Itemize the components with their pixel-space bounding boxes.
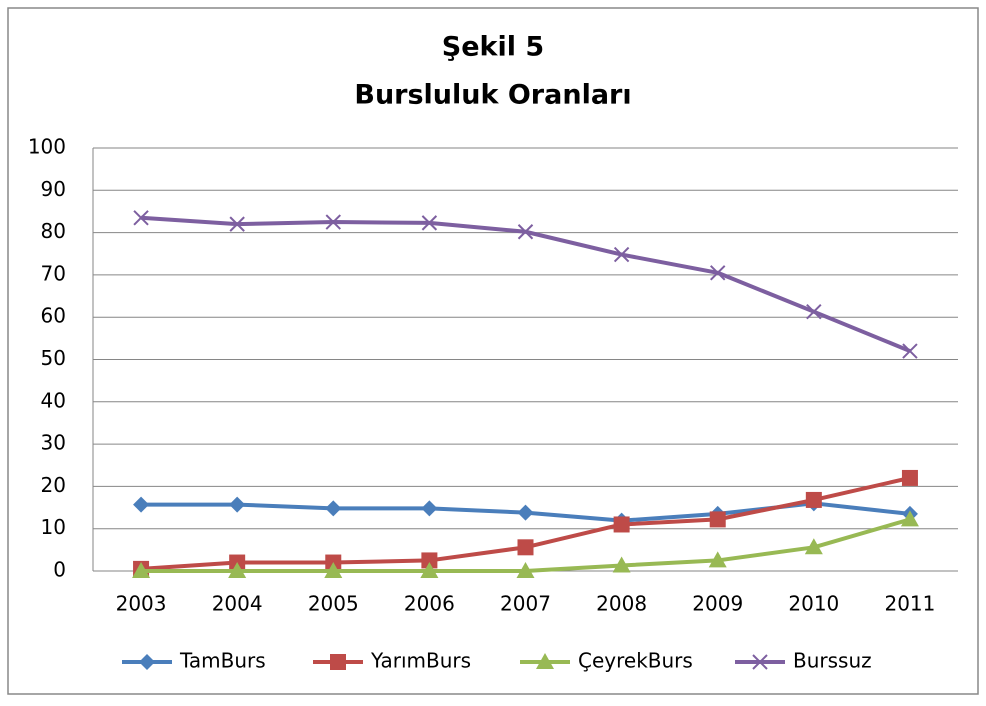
legend-marker	[536, 653, 554, 669]
data-point	[613, 516, 630, 533]
data-point	[421, 500, 438, 517]
legend-marker	[139, 654, 155, 670]
x-tick-label: 2011	[884, 592, 935, 616]
data-point	[517, 504, 534, 521]
y-tick-label: 50	[41, 346, 66, 370]
y-tick-label: 90	[41, 177, 66, 201]
chart-frame	[7, 7, 979, 695]
data-point	[805, 491, 822, 508]
chart-subtitle: Bursluluk Oranları	[354, 80, 631, 111]
legend-label: TamBurs	[179, 649, 266, 673]
x-tick-label: 2003	[116, 592, 167, 616]
data-point	[421, 552, 438, 569]
data-point	[132, 562, 151, 578]
data-point	[517, 224, 534, 240]
data-point	[804, 538, 823, 555]
x-tick-label: 2008	[596, 592, 647, 616]
data-point	[325, 500, 342, 517]
legend-label: Burssuz	[793, 649, 872, 673]
data-point	[421, 215, 438, 231]
y-tick-label: 30	[41, 431, 66, 455]
data-point	[710, 265, 726, 281]
data-point	[708, 551, 727, 568]
y-tick-label: 40	[41, 388, 66, 412]
y-tick-label: 70	[41, 261, 66, 285]
y-tick-label: 80	[41, 219, 66, 243]
x-tick-label: 2004	[212, 592, 263, 616]
y-tick-label: 20	[41, 473, 66, 497]
data-point	[133, 496, 150, 513]
data-point	[229, 216, 245, 232]
data-point	[613, 246, 630, 263]
data-point	[516, 562, 535, 578]
y-tick-label: 60	[41, 304, 66, 328]
data-point	[229, 496, 246, 513]
legend-label: YarımBurs	[370, 649, 471, 673]
data-point	[612, 556, 631, 573]
data-point	[325, 214, 341, 230]
y-tick-label: 0	[53, 558, 66, 582]
chart-title: Şekil 5	[442, 32, 544, 63]
data-point	[709, 511, 726, 528]
x-tick-label: 2006	[404, 592, 455, 616]
x-tick-label: 2007	[500, 592, 551, 616]
data-point	[133, 210, 149, 226]
y-tick-label: 100	[28, 135, 66, 159]
x-tick-label: 2005	[308, 592, 359, 616]
y-tick-label: 10	[41, 515, 66, 539]
legend-label: ÇeyrekBurs	[578, 649, 693, 673]
data-point	[902, 343, 918, 359]
data-point	[806, 303, 822, 320]
data-point	[517, 539, 534, 556]
data-point	[901, 469, 918, 486]
legend-marker	[330, 654, 346, 670]
data-point	[900, 510, 919, 527]
x-tick-label: 2009	[692, 592, 743, 616]
legend-marker	[752, 654, 768, 670]
data-point	[420, 562, 439, 578]
x-tick-label: 2010	[788, 592, 839, 616]
data-point	[324, 562, 343, 578]
data-point	[228, 562, 247, 578]
